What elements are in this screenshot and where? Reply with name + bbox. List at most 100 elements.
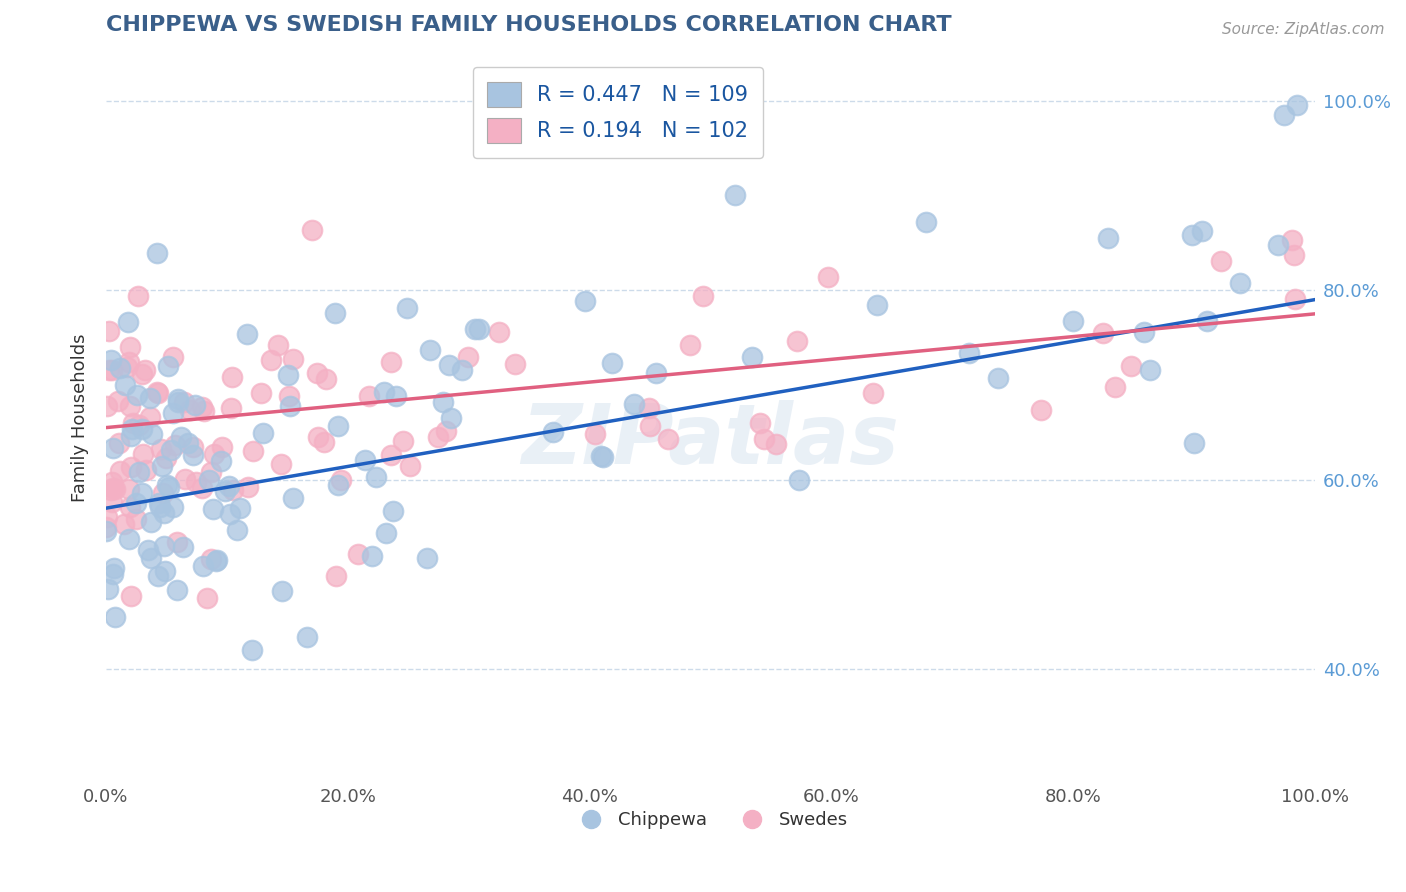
Point [200,552,222,566]
Point [399,459,422,474]
Point [250,385,273,400]
Point [120,429,142,443]
Point [193,404,215,418]
Point [156,477,179,491]
Point [108,464,131,478]
Point [125,496,148,510]
Point [146,384,169,399]
Point [679,338,702,352]
Point [128,417,150,432]
Point [195,591,218,605]
Point [1104,380,1126,394]
Point [131,367,153,381]
Point [127,289,149,303]
Point [193,559,215,574]
Point [148,496,170,510]
Point [600,356,623,370]
Point [155,450,177,465]
Point [96,399,118,413]
Point [186,475,208,489]
Point [114,378,136,392]
Point [623,397,645,411]
Point [101,441,124,455]
Point [134,363,156,377]
Point [278,389,301,403]
Point [139,515,162,529]
Point [183,398,205,412]
Point [103,560,125,574]
Point [209,454,232,468]
Point [127,388,149,402]
Point [359,389,381,403]
Point [364,470,387,484]
Point [152,486,174,500]
Point [427,430,450,444]
Point [315,372,337,386]
Point [172,540,194,554]
Point [166,534,188,549]
Point [786,334,808,348]
Point [112,517,135,532]
Point [439,358,461,372]
Point [267,338,290,352]
Point [259,353,281,368]
Point [118,399,141,413]
Point [94,524,117,538]
Point [1229,276,1251,290]
Point [1092,326,1115,340]
Point [135,463,157,477]
Point [97,324,120,338]
Point [323,305,346,319]
Point [96,510,118,524]
Point [817,270,839,285]
Point [488,326,510,340]
Text: CHIPPEWA VS SWEDISH FAMILY HOUSEHOLDS CORRELATION CHART: CHIPPEWA VS SWEDISH FAMILY HOUSEHOLDS CO… [105,15,952,35]
Text: Source: ZipAtlas.com: Source: ZipAtlas.com [1222,22,1385,37]
Point [281,491,304,505]
Point [440,410,463,425]
Point [128,465,150,479]
Point [97,363,120,377]
Point [301,223,323,237]
Point [153,539,176,553]
Point [131,422,153,436]
Point [118,482,141,496]
Point [752,433,775,447]
Point [325,569,347,583]
Point [1191,224,1213,238]
Point [307,366,329,380]
Point [101,481,124,495]
Point [97,582,120,597]
Point [281,352,304,367]
Point [692,289,714,303]
Point [225,523,247,537]
Point [177,436,200,450]
Point [163,438,186,452]
Point [166,392,188,406]
Point [307,429,329,443]
Point [166,583,188,598]
Point [198,473,221,487]
Point [160,443,183,458]
Point [347,547,370,561]
Point [115,360,138,375]
Point [787,474,810,488]
Point [101,495,124,509]
Point [104,610,127,624]
Point [125,512,148,526]
Point [1285,98,1308,112]
Point [218,479,240,493]
Point [121,422,143,436]
Point [132,447,155,461]
Point [375,525,398,540]
Point [381,504,404,518]
Point [162,406,184,420]
Point [1209,254,1232,268]
Point [219,401,242,415]
Point [118,340,141,354]
Point [141,426,163,441]
Text: ZIPatlas: ZIPatlas [522,400,900,481]
Point [1132,325,1154,339]
Point [211,440,233,454]
Point [157,480,180,494]
